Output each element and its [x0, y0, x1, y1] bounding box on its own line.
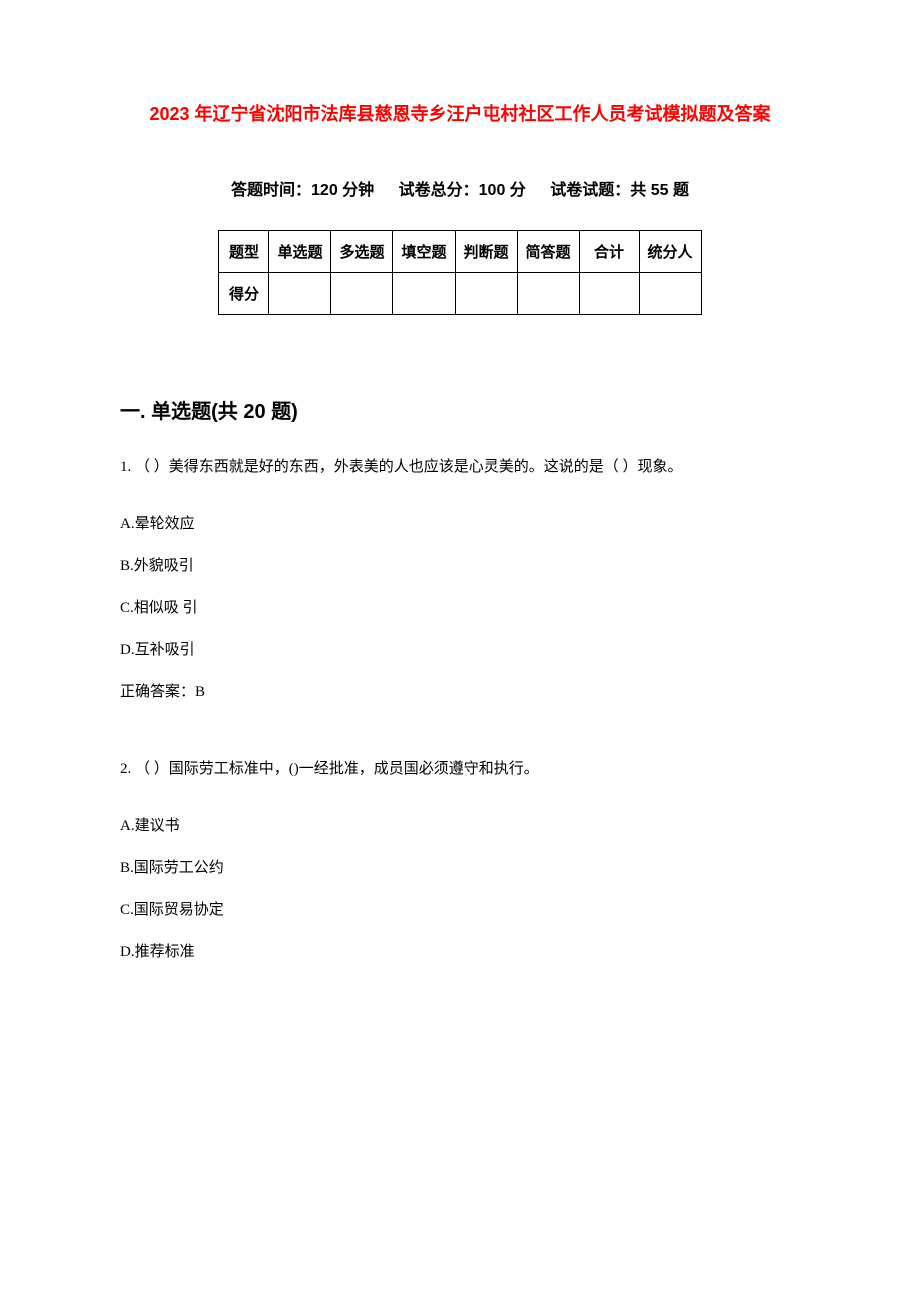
- section-heading: 一. 单选题(共 20 题): [120, 395, 800, 424]
- question-2: 2. （ ）国际劳工标准中，()一经批准，成员国必须遵守和执行。 A.建议书 B…: [120, 756, 800, 966]
- header-cell: 合计: [579, 231, 639, 273]
- option-b: B.外貌吸引: [120, 553, 800, 580]
- option-c: C.国际贸易协定: [120, 897, 800, 924]
- score-table: 题型 单选题 多选题 填空题 判断题 简答题 合计 统分人 得分: [218, 230, 701, 315]
- option-c: C.相似吸 引: [120, 595, 800, 622]
- score-cell: [517, 273, 579, 315]
- score-cell: [455, 273, 517, 315]
- header-cell: 题型: [219, 231, 269, 273]
- header-cell: 单选题: [269, 231, 331, 273]
- question-text: 2. （ ）国际劳工标准中，()一经批准，成员国必须遵守和执行。: [120, 756, 800, 783]
- option-d: D.互补吸引: [120, 637, 800, 664]
- header-cell: 判断题: [455, 231, 517, 273]
- time-label: 答题时间：120 分钟: [231, 182, 374, 199]
- question-body: （ ）国际劳工标准中，()一经批准，成员国必须遵守和执行。: [135, 761, 539, 777]
- question-number: 1.: [120, 459, 131, 475]
- option-b: B.国际劳工公约: [120, 855, 800, 882]
- score-cell: [269, 273, 331, 315]
- exam-title: 2023 年辽宁省沈阳市法库县慈恩寺乡汪户屯村社区工作人员考试模拟题及答案: [120, 100, 800, 126]
- score-cell: [331, 273, 393, 315]
- correct-answer: 正确答案：B: [120, 679, 800, 706]
- score-label-cell: 得分: [219, 273, 269, 315]
- option-a: A.晕轮效应: [120, 511, 800, 538]
- question-number: 2.: [120, 761, 131, 777]
- exam-info: 答题时间：120 分钟 试卷总分：100 分 试卷试题：共 55 题: [120, 176, 800, 200]
- question-count-label: 试卷试题：共 55 题: [550, 182, 689, 199]
- option-a: A.建议书: [120, 813, 800, 840]
- header-cell: 多选题: [331, 231, 393, 273]
- question-text: 1. （ ）美得东西就是好的东西，外表美的人也应该是心灵美的。这说的是（ ）现象…: [120, 454, 800, 481]
- table-header-row: 题型 单选题 多选题 填空题 判断题 简答题 合计 统分人: [219, 231, 701, 273]
- score-cell: [639, 273, 701, 315]
- option-d: D.推荐标准: [120, 939, 800, 966]
- table-score-row: 得分: [219, 273, 701, 315]
- total-score-label: 试卷总分：100 分: [399, 182, 526, 199]
- header-cell: 统分人: [639, 231, 701, 273]
- question-body: （ ）美得东西就是好的东西，外表美的人也应该是心灵美的。这说的是（ ）现象。: [135, 459, 683, 475]
- header-cell: 填空题: [393, 231, 455, 273]
- score-cell: [393, 273, 455, 315]
- question-1: 1. （ ）美得东西就是好的东西，外表美的人也应该是心灵美的。这说的是（ ）现象…: [120, 454, 800, 706]
- header-cell: 简答题: [517, 231, 579, 273]
- score-cell: [579, 273, 639, 315]
